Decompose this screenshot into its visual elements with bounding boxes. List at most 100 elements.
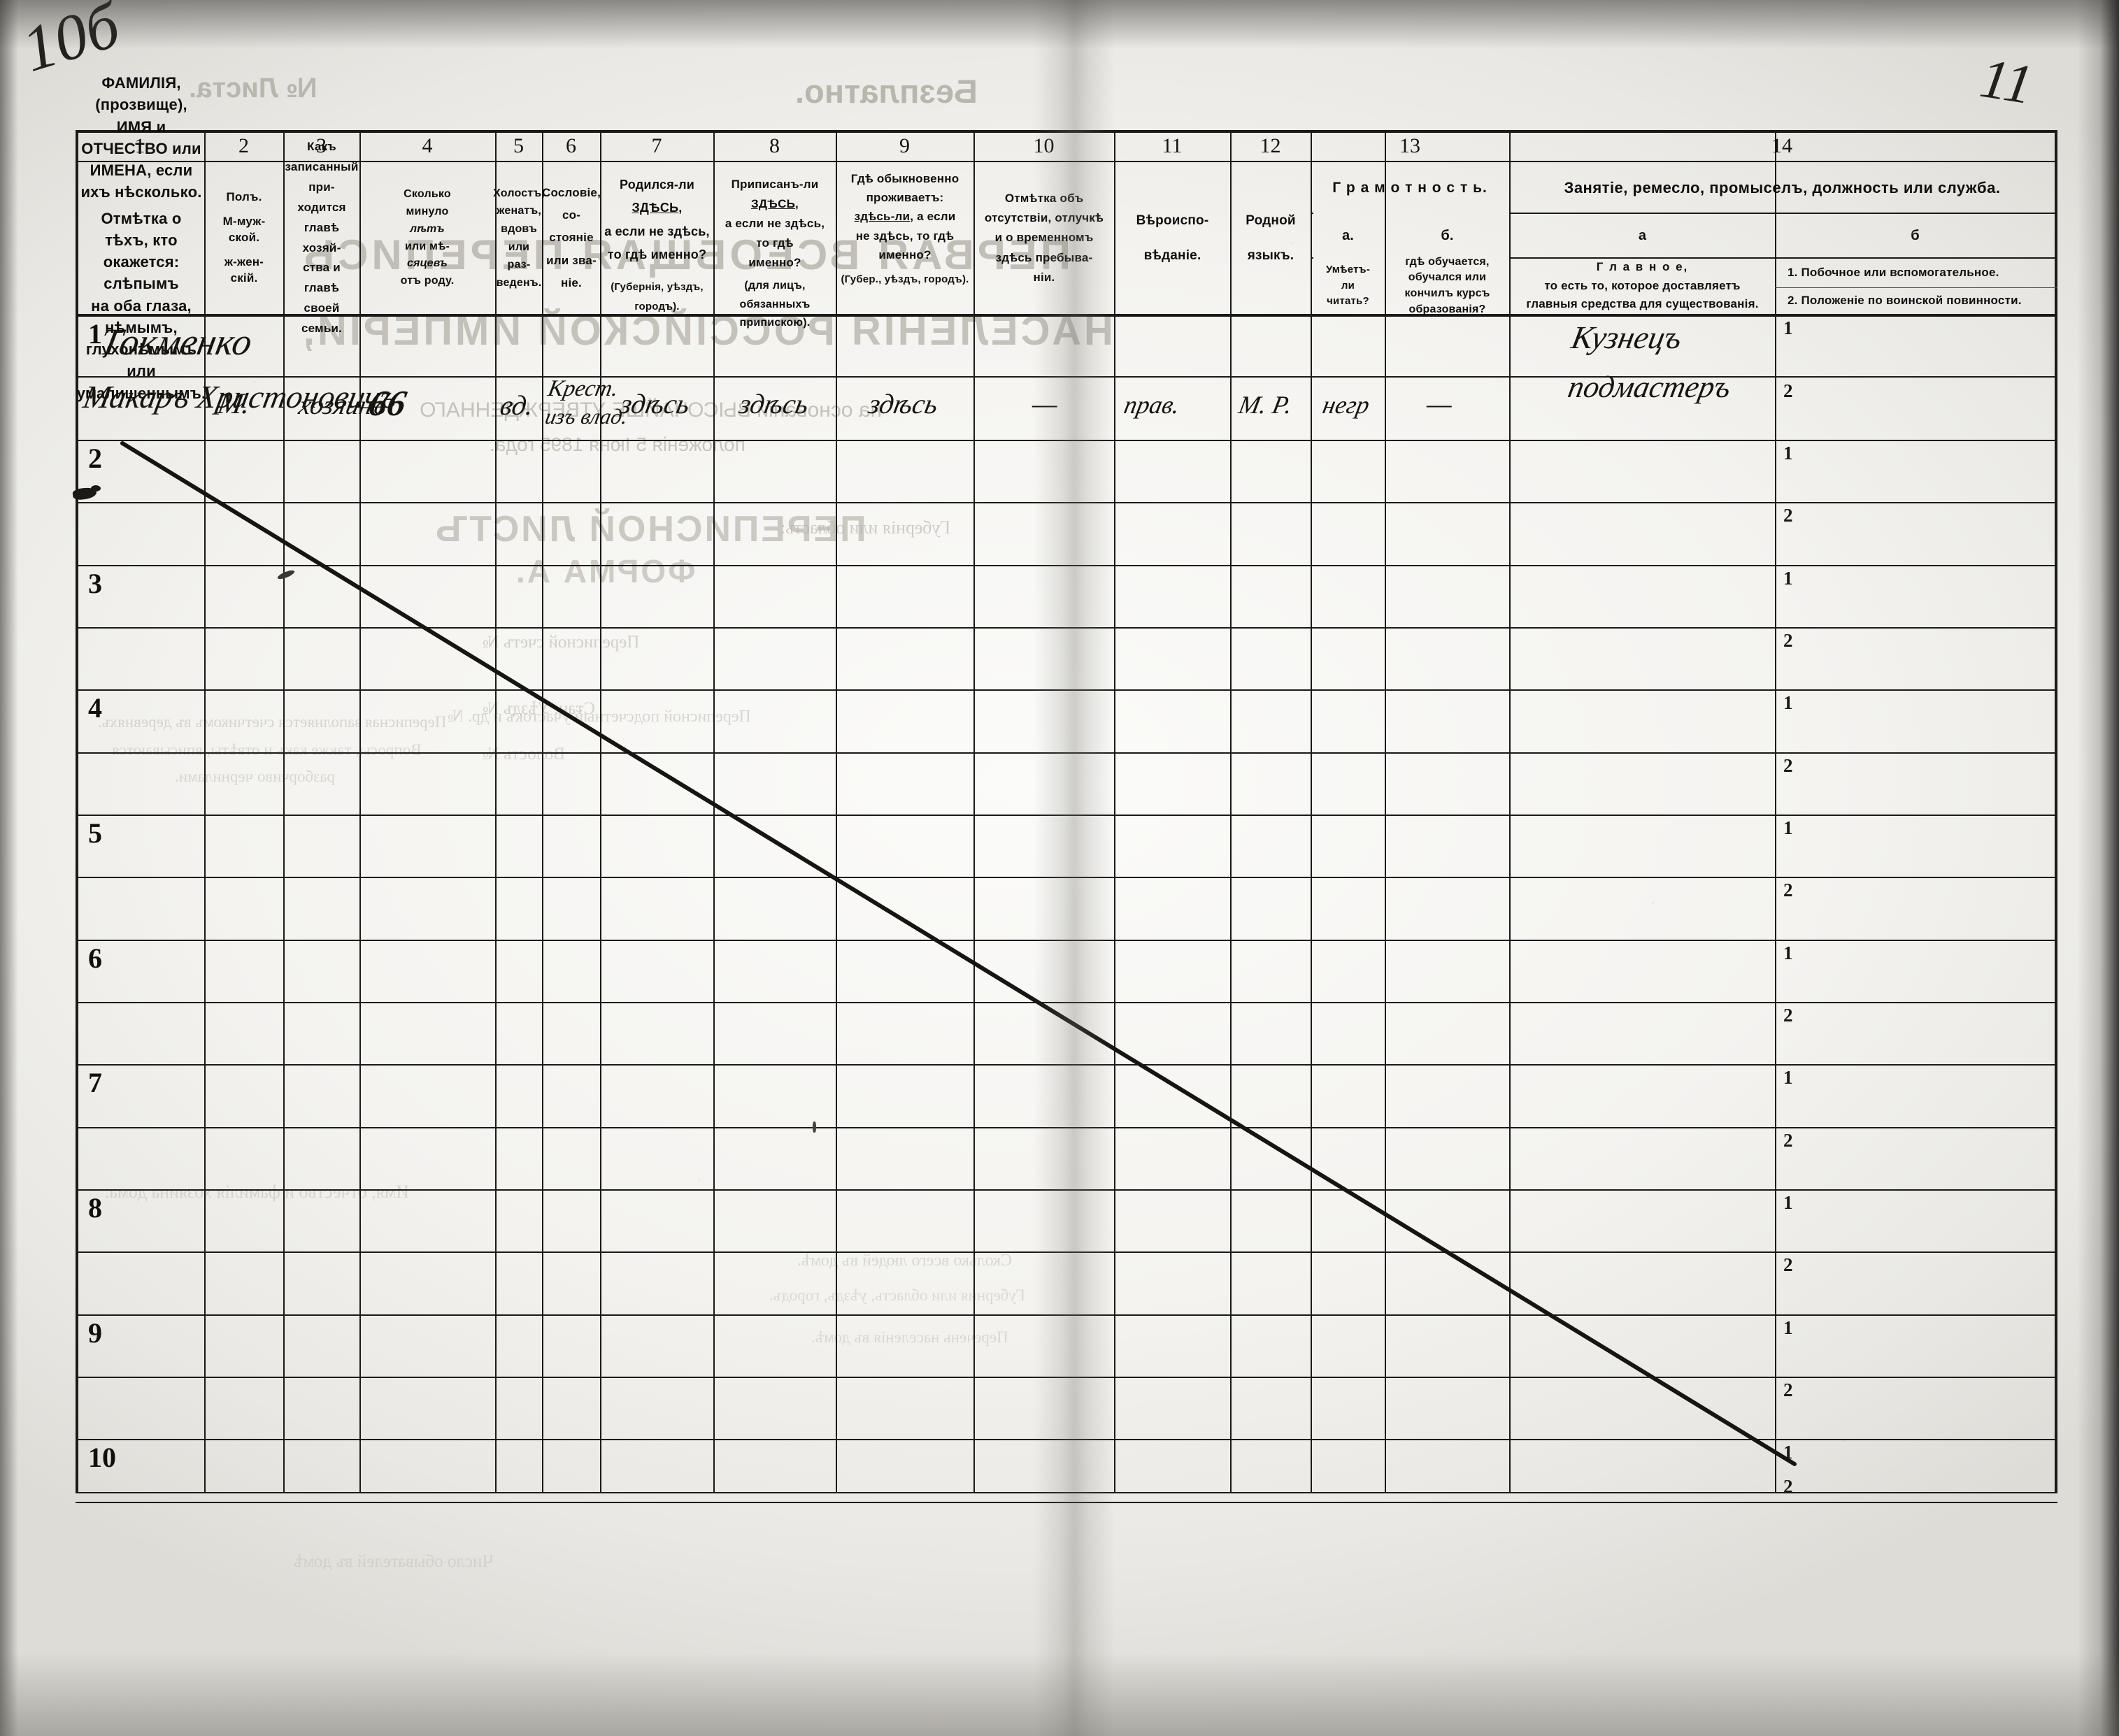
header-col4-line5: сяцевъ [406, 257, 448, 270]
header-col4-line6: отъ роду. [400, 275, 455, 287]
header-col5-line5: веденъ. [496, 276, 542, 289]
header-col12-line2: языкъ. [1247, 248, 1294, 263]
header-col9-after: , а если [910, 210, 956, 224]
row-number: 6 [88, 942, 102, 974]
table-bottom-border [76, 1492, 2057, 1493]
header-col-11: Вѣроиспо- вѣданіе. [1115, 164, 1229, 313]
header-col9-line2: проживаетъ: [866, 191, 944, 205]
entry-estate-line1: Крест. [545, 376, 621, 401]
header-col2-line5: скій. [230, 271, 258, 285]
col-divider-11-12 [1230, 130, 1232, 1493]
header-col-8: Приписанъ-ли ЗДѢСЬ, а если не здѣсь, то … [715, 164, 835, 329]
header-col-14b-2: 2. Положеніе по воинской повинности. [1788, 293, 2022, 307]
header-col3-line2: ходится главѣ хозяй- [297, 200, 346, 254]
literacy-subletter-rule [1311, 257, 1313, 259]
header-col9-line1: Гдѣ обыкновенно [850, 172, 959, 185]
entry-absence-note: — [1032, 388, 1057, 419]
entry-sex: М. [215, 388, 253, 420]
header-col-12: Родной языкъ. [1232, 164, 1310, 313]
header-col3-line1: Какъ записанный при- [285, 140, 359, 194]
header-col8-line2: а если не здѣсь, то гдѣ [725, 217, 825, 250]
header-col7-note: (Губернія, уѣздъ, городъ). [611, 281, 704, 313]
column-number-rule [76, 161, 2057, 162]
col-divider-12-13 [1311, 130, 1312, 1493]
header-col2-line2: М-муж- [222, 215, 266, 229]
row-separator [76, 1502, 2057, 1503]
header-col13a-line3: читать? [1327, 295, 1369, 308]
col-divider-8-9 [836, 130, 837, 1493]
col-divider-3-4 [359, 130, 361, 1493]
header-bottom-rule [76, 314, 2057, 317]
header-col6-line1: Сословіе, со- [542, 185, 601, 222]
header-col5-line3: вдовъ [501, 222, 537, 235]
entry-native-language: М. Р. [1236, 391, 1295, 419]
header-col8-zdes: ЗДѢСЬ [751, 197, 796, 211]
column-number-9: 9 [899, 134, 910, 157]
header-col4-line3: лѣтъ [410, 222, 445, 235]
header-col7-line1-text: Родился-ли [619, 178, 694, 192]
row-separator [76, 440, 2057, 441]
header-col5-line1: Холостъ, [493, 187, 545, 199]
entry-occupation-line2: подмастеръ [1565, 370, 1734, 404]
header-col-14-group: Занятіе, ремесло, промыселъ, должность и… [1564, 179, 2001, 197]
occupation-group-rule [1509, 213, 2057, 214]
header-col-14b-1: 1. Побочное или вспомогательное. [1788, 266, 1999, 280]
col-divider-2-3 [283, 130, 285, 1493]
entry-place-of-birth: здѣсь [618, 388, 693, 419]
col-divider-7-8 [713, 130, 715, 1493]
header-col3-line3: ства и главѣ своей [303, 261, 341, 315]
sub-row-number-1: 1 [1783, 1192, 1793, 1213]
sub-row-number-2: 2 [1783, 380, 1793, 401]
header-col9-zdesli: здѣсь-ли [854, 210, 911, 224]
col-divider-9-10 [973, 130, 975, 1493]
entry-age: 66 [365, 384, 410, 424]
sub-row-number-2: 2 [1783, 1005, 1793, 1026]
header-col-13b-letter: б. [1441, 227, 1454, 243]
header-col13b-line3: кончилъ курсъ [1404, 287, 1490, 299]
entry-estate-line2: изъ влад. [543, 404, 630, 429]
entry-usual-residence: здѣсь [866, 388, 941, 419]
header-col-13b: гдѣ обучается, обучался или кончилъ курс… [1386, 256, 1508, 315]
header-col-13a-letter: а. [1341, 227, 1355, 243]
header-col8-note2: припискою). [739, 317, 811, 329]
entry-religion: прав. [1122, 391, 1183, 419]
header-col13b-line1: гдѣ обучается, [1405, 255, 1490, 268]
row-separator [76, 1314, 2057, 1316]
table-right-border [2055, 130, 2057, 1493]
sub-row-number-2: 2 [1783, 1130, 1793, 1151]
ink-blot [91, 485, 101, 492]
pencil-mark [276, 568, 296, 581]
entry-occupation-line1: Кузнецъ [1569, 320, 1685, 355]
col-divider-13-14 [1509, 130, 1511, 1493]
sub-row-number-1: 1 [1783, 317, 1793, 338]
row-number: 7 [88, 1067, 102, 1098]
col-divider-5-6 [542, 130, 543, 1493]
header-col13a-line2: ли [1341, 279, 1355, 292]
header-col9-line5: именно? [878, 248, 932, 261]
header-col9-line3: здѣсь-ли, а если [855, 207, 956, 226]
column-number-7: 7 [651, 134, 662, 157]
sub-row-number-2: 2 [1783, 755, 1793, 776]
row-separator [76, 940, 2057, 941]
header-col1-line2: ИМЕНА, если ихъ нѣсколько. [80, 162, 202, 201]
sub-row-number-2: 2 [1783, 1476, 1793, 1497]
header-col-4: Сколько минуло лѣтъ или мѣ- сяцевъ отъ р… [361, 164, 494, 313]
header-col7-line3: то гдѣ именно? [607, 247, 707, 261]
column-number-5: 5 [513, 134, 524, 157]
header-col-9: Гдѣ обыкновенно проживаетъ: здѣсь-ли, а … [837, 164, 973, 313]
header-col10-line2: отсутствіи, отлучкѣ [984, 211, 1104, 225]
header-col-6: Сословіе, со- стояніе или зва- ніе. [542, 164, 601, 313]
census-table: 1 2 3 4 5 6 7 8 9 10 11 12 13 14 ФАМИЛІЯ… [72, 74, 2057, 1503]
header-col-2: Полъ. М-муж- ской. ж-жен- скій. [206, 164, 283, 313]
entry-relation-to-head: хозяинъ [296, 391, 390, 420]
header-col8-line1-text: Приписанъ-ли [731, 178, 819, 191]
sub-row-number-2: 2 [1783, 505, 1793, 526]
column-number-2: 2 [238, 134, 249, 157]
column-number-8: 8 [769, 134, 780, 157]
literacy-group-rule [1311, 213, 1313, 214]
header-col-7: Родился-ли ЗДѢСЬ, а если не здѣсь, то гд… [601, 164, 713, 313]
row-separator [76, 815, 2057, 816]
header-col14a-line2: то есть то, которое доставляетъ [1544, 278, 1741, 292]
entry-literacy-school: — [1427, 388, 1452, 419]
